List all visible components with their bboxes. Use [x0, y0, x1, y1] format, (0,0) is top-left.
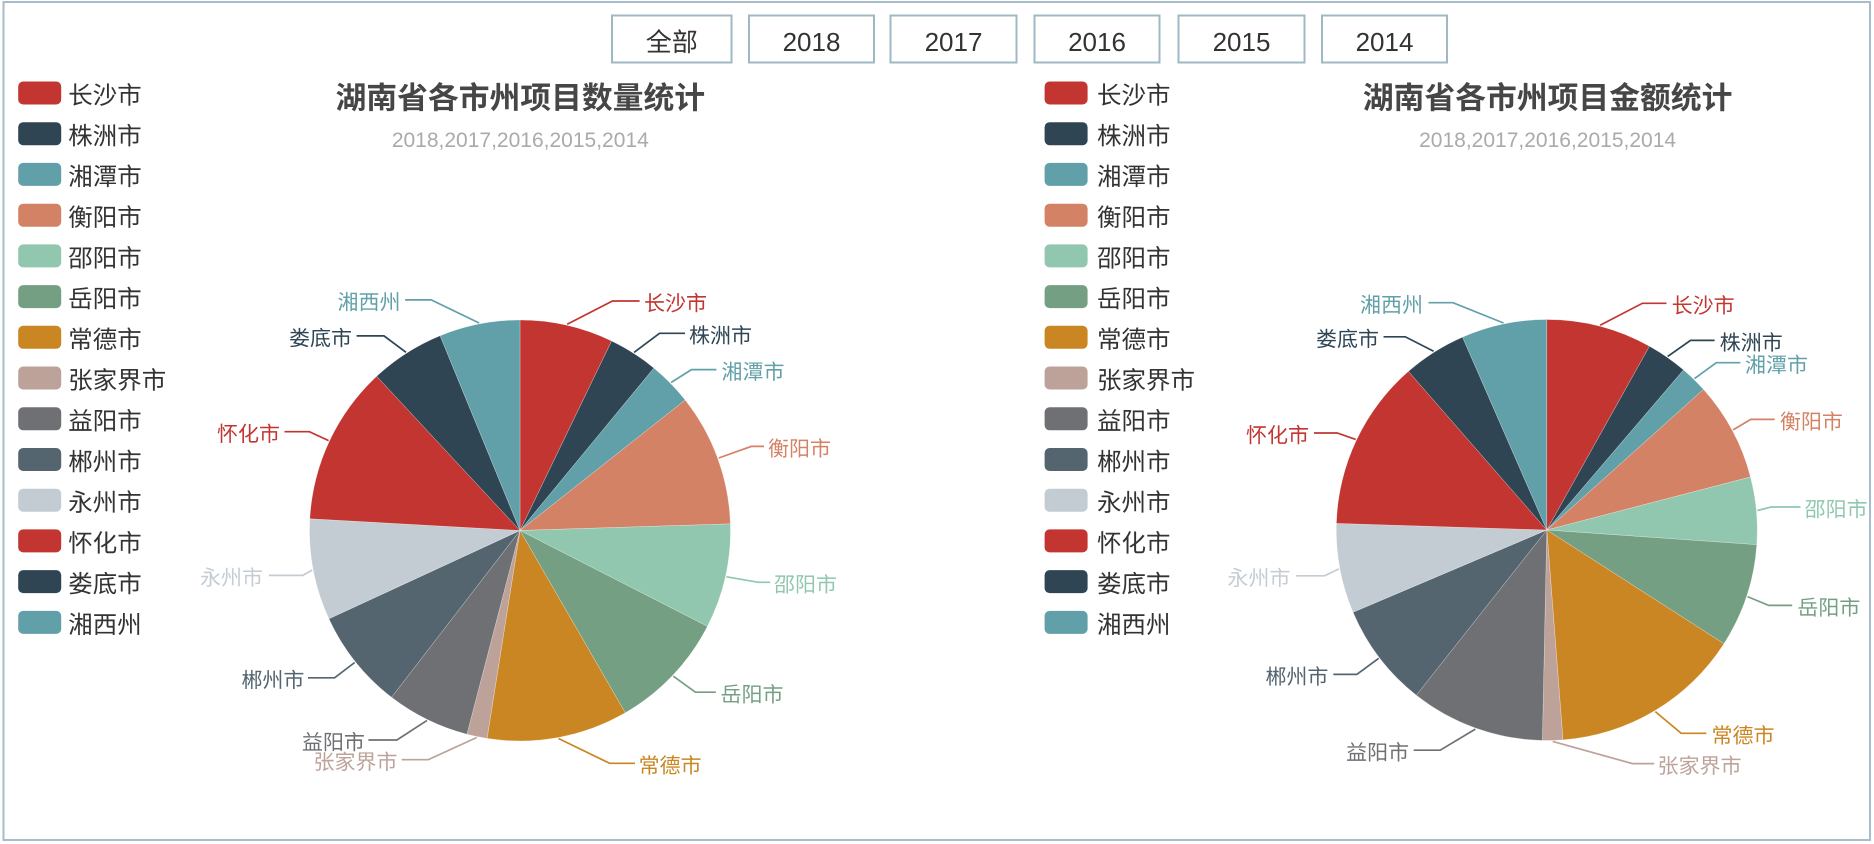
svg-text:2018,2017,2016,2015,2014: 2018,2017,2016,2015,2014 — [1419, 129, 1676, 152]
svg-text:2018,2017,2016,2015,2014: 2018,2017,2016,2015,2014 — [392, 129, 649, 152]
svg-text:2017: 2017 — [925, 27, 983, 57]
svg-text:2014: 2014 — [1356, 27, 1414, 57]
svg-text:2015: 2015 — [1213, 27, 1271, 57]
svg-text:2018: 2018 — [783, 27, 841, 57]
svg-text:2016: 2016 — [1068, 27, 1126, 57]
